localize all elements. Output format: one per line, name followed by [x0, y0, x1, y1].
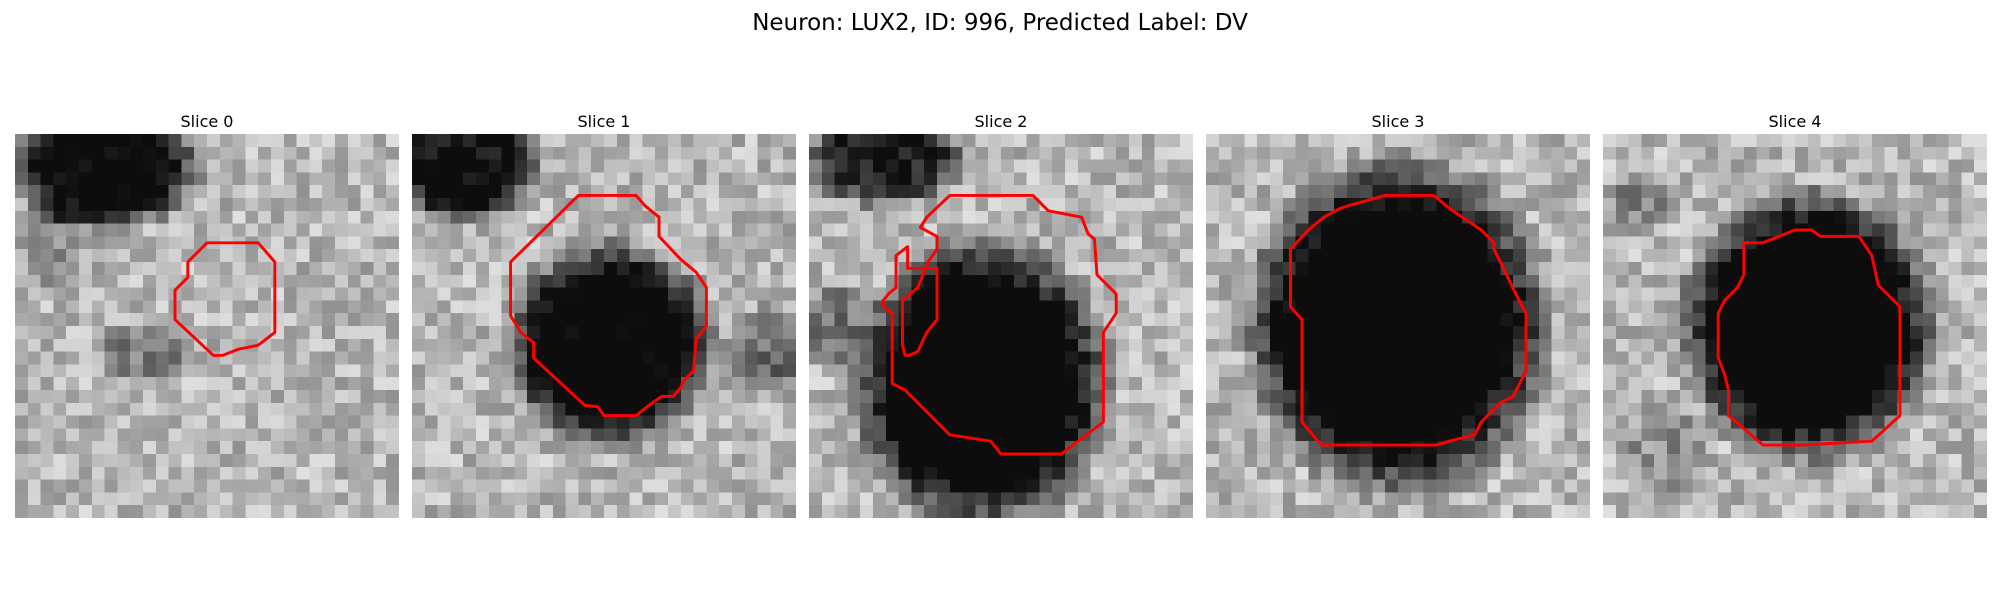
- slice-image-0: [15, 134, 399, 518]
- segmentation-contour: [1289, 193, 1528, 447]
- slice-image-2: [809, 134, 1193, 518]
- segmentation-contour: [173, 241, 277, 357]
- micrograph-pixels: [809, 134, 1193, 518]
- slice-title-2: Slice 2: [974, 112, 1028, 131]
- segmentation-contour: [1716, 228, 1902, 447]
- segmentation-contour: [509, 193, 708, 418]
- slice-title-1: Slice 1: [577, 112, 631, 131]
- micrograph-pixels: [1603, 134, 1987, 518]
- micrograph-pixels: [15, 134, 399, 518]
- slice-title-4: Slice 4: [1768, 112, 1822, 131]
- slice-title-0: Slice 0: [180, 112, 234, 131]
- slice-panel-4: Slice 4: [1603, 110, 1987, 518]
- micrograph-pixels: [412, 134, 796, 518]
- slice-panel-0: Slice 0: [15, 110, 399, 518]
- slice-panel-1: Slice 1: [412, 110, 796, 518]
- slice-title-3: Slice 3: [1371, 112, 1425, 131]
- slice-image-3: [1206, 134, 1590, 518]
- slice-panel-2: Slice 2: [809, 110, 1193, 518]
- figure-title: Neuron: LUX2, ID: 996, Predicted Label: …: [752, 10, 1248, 36]
- slice-image-1: [412, 134, 796, 518]
- segmentation-contour: [881, 193, 1118, 456]
- slice-panel-3: Slice 3: [1206, 110, 1590, 518]
- micrograph-pixels: [1206, 134, 1590, 518]
- slice-image-4: [1603, 134, 1987, 518]
